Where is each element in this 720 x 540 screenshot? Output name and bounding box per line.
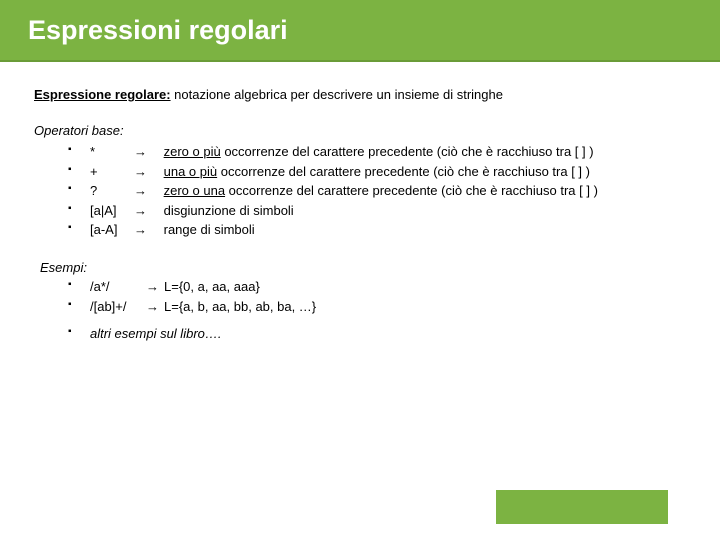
arrow-icon: → bbox=[134, 182, 160, 200]
examples-heading: Esempi: bbox=[34, 259, 686, 277]
operator-text: occorrenze del carattere precedente (ciò… bbox=[221, 144, 594, 159]
arrow-icon: → bbox=[134, 221, 160, 239]
definition-text: notazione algebrica per descrivere un in… bbox=[171, 87, 503, 102]
operator-symbol: * bbox=[90, 143, 134, 161]
definition-row: Espressione regolare: notazione algebric… bbox=[34, 86, 686, 104]
operator-keyword: zero o una bbox=[164, 183, 225, 198]
example-result: L={a, b, aa, bb, ab, ba, …} bbox=[164, 299, 316, 314]
example-item: /[ab]+/→L={a, b, aa, bb, ab, ba, …} bbox=[68, 298, 686, 316]
operator-text: disgiunzione di simboli bbox=[164, 203, 294, 218]
note-text: altri esempi sul libro…. bbox=[90, 326, 222, 341]
operator-text: occorrenze del carattere precedente (ciò… bbox=[225, 183, 598, 198]
footer-accent-block bbox=[496, 490, 668, 524]
arrow-icon: → bbox=[134, 202, 160, 220]
operator-symbol: ? bbox=[90, 182, 134, 200]
example-note: altri esempi sul libro…. bbox=[68, 325, 686, 343]
example-result: L={0, a, aa, aaa} bbox=[164, 279, 260, 294]
example-item: /a*/→L={0, a, aa, aaa} bbox=[68, 278, 686, 296]
title-bar: Espressioni regolari bbox=[0, 0, 720, 62]
operator-text: occorrenze del carattere precedente (ciò… bbox=[217, 164, 590, 179]
arrow-icon: → bbox=[146, 298, 164, 316]
operator-symbol: + bbox=[90, 163, 134, 181]
arrow-icon: → bbox=[134, 163, 160, 181]
operator-text: range di simboli bbox=[164, 222, 255, 237]
operator-item: +→ una o più occorrenze del carattere pr… bbox=[68, 163, 686, 181]
examples-block: Esempi: /a*/→L={0, a, aa, aaa} /[ab]+/→L… bbox=[34, 259, 686, 343]
slide-content: Espressione regolare: notazione algebric… bbox=[0, 62, 720, 343]
operator-symbol: [a-A] bbox=[90, 221, 134, 239]
operators-heading: Operatori base: bbox=[34, 122, 686, 140]
operator-item: [a|A]→ disgiunzione di simboli bbox=[68, 202, 686, 220]
example-pattern: /[ab]+/ bbox=[90, 298, 146, 316]
definition-term: Espressione regolare: bbox=[34, 87, 171, 102]
arrow-icon: → bbox=[134, 143, 160, 161]
operator-item: [a-A]→ range di simboli bbox=[68, 221, 686, 239]
arrow-icon: → bbox=[146, 278, 164, 296]
operators-list: *→ zero o più occorrenze del carattere p… bbox=[34, 143, 686, 239]
operator-keyword: zero o più bbox=[164, 144, 221, 159]
operator-item: ?→ zero o una occorrenze del carattere p… bbox=[68, 182, 686, 200]
operator-symbol: [a|A] bbox=[90, 202, 134, 220]
operator-keyword: una o più bbox=[164, 164, 218, 179]
example-pattern: /a*/ bbox=[90, 278, 146, 296]
operator-item: *→ zero o più occorrenze del carattere p… bbox=[68, 143, 686, 161]
page-title: Espressioni regolari bbox=[28, 15, 288, 46]
examples-list: /a*/→L={0, a, aa, aaa} /[ab]+/→L={a, b, … bbox=[34, 278, 686, 343]
